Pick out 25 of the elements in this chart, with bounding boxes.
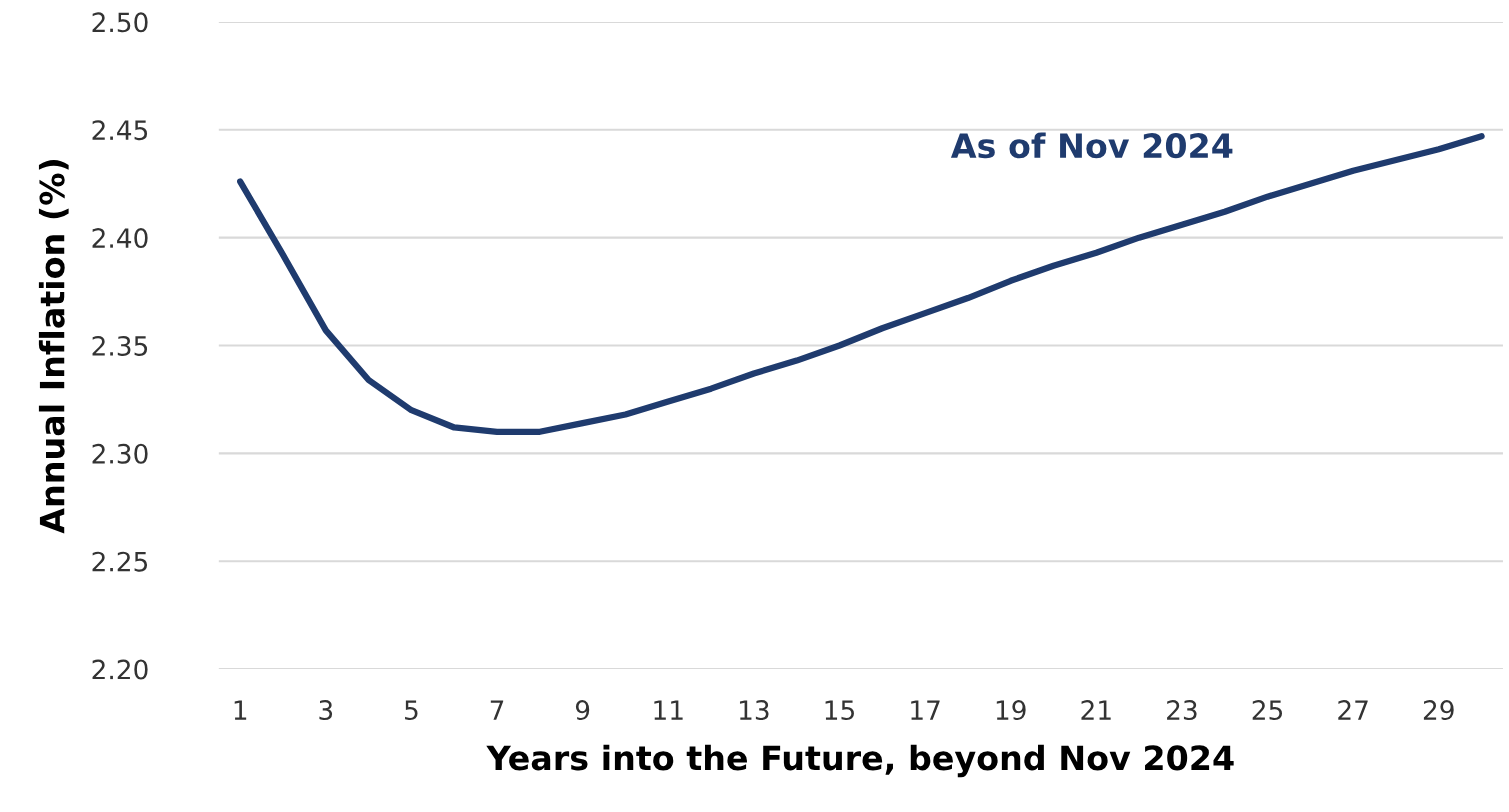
y-tick-label: 2.20: [92, 659, 148, 680]
y-tick-label: 2.30: [92, 443, 148, 464]
annotation: As of Nov 2024: [950, 132, 1233, 159]
x-tick-label: 23: [1167, 700, 1197, 721]
x-tick-label: 3: [319, 700, 333, 721]
x-tick-label: 19: [996, 700, 1026, 721]
x-tick-label: 11: [654, 700, 683, 720]
x-tick-label: 15: [825, 700, 854, 721]
y-tick-label: 2.50: [92, 12, 148, 33]
x-tick-label: 13: [739, 700, 769, 721]
y-axis-title: Annual Inflation (%): [38, 160, 69, 534]
x-tick-label: 9: [575, 700, 590, 721]
x-axis-title: Years into the Future, beyond Nov 2024: [486, 744, 1234, 778]
x-tick-label: 27: [1338, 700, 1368, 720]
y-tick-label: 2.25: [92, 551, 148, 572]
x-tick-label: 17: [911, 700, 940, 720]
x-tick-label: 21: [1081, 700, 1111, 720]
y-tick-label: 2.40: [92, 228, 148, 249]
x-tick-label: 5: [405, 700, 418, 721]
x-tick-label: 1: [234, 700, 247, 720]
x-tick-label: 29: [1423, 700, 1454, 721]
x-tick-label: 7: [490, 700, 504, 720]
y-tick-label: 2.35: [92, 335, 148, 356]
x-tick-label: 25: [1252, 700, 1283, 721]
y-tick-label: 2.45: [92, 120, 148, 141]
